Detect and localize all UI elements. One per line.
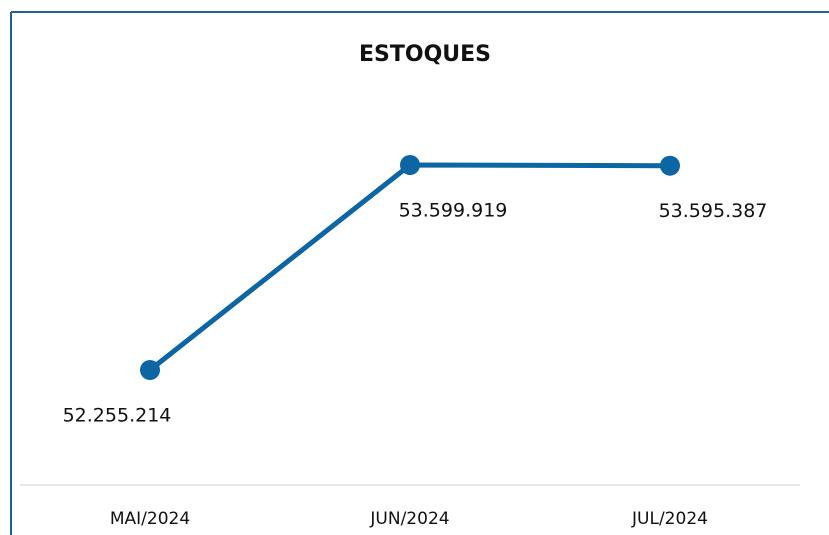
data-label: 52.255.214 <box>63 405 172 427</box>
x-tick-label: JUN/2024 <box>369 509 449 529</box>
data-label: 53.599.919 <box>399 200 508 222</box>
point <box>140 360 160 380</box>
point <box>400 155 420 175</box>
x-tick-label: MAI/2024 <box>110 509 190 529</box>
data-label: 53.595.387 <box>659 200 768 222</box>
x-tick-label: JUL/2024 <box>631 509 708 529</box>
point <box>660 155 680 176</box>
chart-title: ESTOQUES <box>359 42 491 67</box>
